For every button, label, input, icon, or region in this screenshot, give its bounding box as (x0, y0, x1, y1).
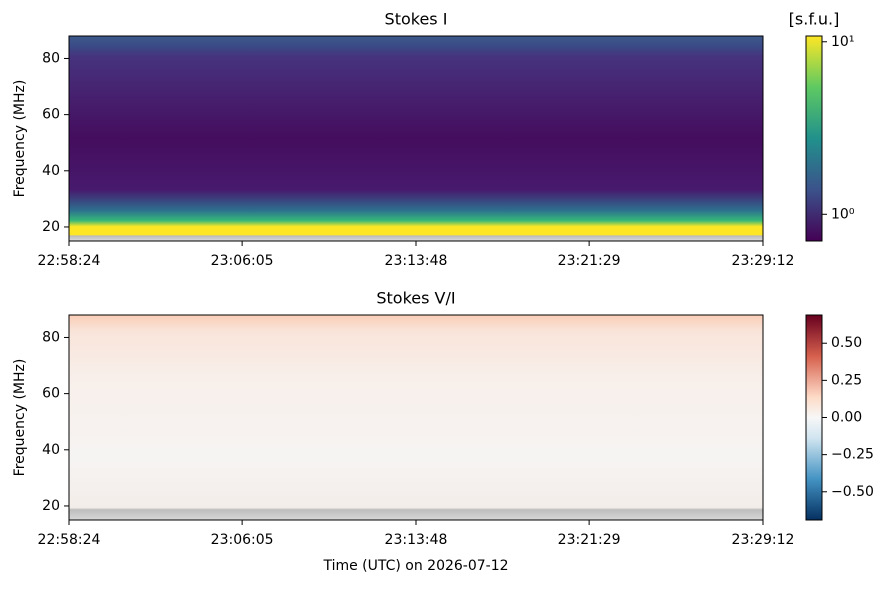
y-axis-label: Frequency (MHz) (12, 80, 28, 198)
panel-title: Stokes V/I (376, 289, 455, 308)
x-tick-label: 22:58:24 (38, 532, 101, 548)
x-tick-label: 23:13:48 (385, 532, 448, 548)
x-tick-label: 23:06:05 (211, 532, 274, 548)
x-tick-label: 23:29:12 (732, 532, 795, 548)
colorbar-label: [s.f.u.] (789, 10, 840, 29)
colorbar (805, 35, 823, 242)
colorbar-tick-label: −0.25 (831, 447, 874, 463)
y-axis-label: Frequency (MHz) (12, 359, 28, 477)
colorbar-tick-label: 0.25 (831, 372, 862, 388)
colorbar-tick-label: 0.00 (831, 410, 862, 426)
y-tick-label: 80 (42, 329, 60, 345)
y-tick-label: 80 (42, 50, 60, 66)
spectrogram-image (69, 315, 763, 520)
x-tick-label: 23:06:05 (211, 253, 274, 269)
x-tick-label: 23:29:12 (732, 253, 795, 269)
spectrogram-image (69, 36, 763, 241)
y-tick-label: 20 (42, 498, 60, 514)
x-axis-label: Time (UTC) on 2026-07-12 (322, 558, 508, 574)
colorbar-tick-label: 0.50 (831, 335, 862, 351)
y-tick-label: 60 (42, 107, 60, 123)
y-tick-label: 40 (42, 163, 60, 179)
colorbar-tick-label: −0.50 (831, 484, 874, 500)
colorbar (805, 314, 823, 521)
y-tick-label: 40 (42, 442, 60, 458)
x-tick-label: 23:21:29 (558, 532, 621, 548)
x-tick-label: 23:21:29 (558, 253, 621, 269)
y-tick-label: 20 (42, 219, 60, 235)
colorbar-tick-label: 10¹ (831, 34, 854, 50)
x-tick-label: 22:58:24 (38, 253, 101, 269)
panel-title: Stokes I (385, 10, 448, 29)
y-tick-label: 60 (42, 386, 60, 402)
colorbar-tick-label: 10⁰ (831, 206, 855, 222)
x-tick-label: 23:13:48 (385, 253, 448, 269)
